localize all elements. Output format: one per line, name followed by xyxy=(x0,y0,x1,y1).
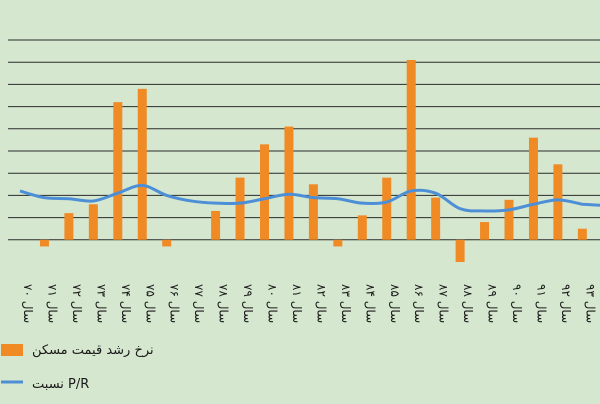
x-tick-label: سال ۸۸ xyxy=(461,284,475,323)
bar xyxy=(455,239,465,262)
x-tick-label: سال ۸۶ xyxy=(412,284,426,323)
x-tick-label: سال ۸۰ xyxy=(266,284,280,323)
legend: نرخ رشد قیمت مسکن نسبت P/R xyxy=(1,343,154,392)
legend-swatch-bars xyxy=(1,344,23,356)
x-tick-label: سال ۷۰ xyxy=(21,284,35,323)
line-series xyxy=(19,183,600,213)
bar xyxy=(137,88,147,240)
bar xyxy=(308,184,318,240)
bar xyxy=(553,164,563,240)
x-tick-label: سال ۷۲ xyxy=(70,284,84,323)
bar-series xyxy=(39,59,587,262)
x-tick-label: سال ۸۲ xyxy=(314,284,328,323)
bar xyxy=(162,239,172,247)
x-tick-label: سال ۷۷ xyxy=(192,284,206,323)
x-tick-label: سال ۷۱ xyxy=(45,284,59,323)
bar xyxy=(235,177,245,240)
bar xyxy=(113,102,123,240)
legend-label-line: نسبت P/R xyxy=(32,377,89,392)
series-line xyxy=(19,183,600,213)
bar xyxy=(260,144,269,240)
x-tick-label: سال ۸۷ xyxy=(437,284,451,323)
x-tick-labels: سال ۷۰ سال ۷۱ سال ۷۲ سال ۷۳ سال ۷۴ سال ۷۵ سال … xyxy=(21,284,597,323)
bar xyxy=(211,210,221,240)
x-tick-label: سال ۷۸ xyxy=(217,284,231,323)
x-tick-label: سال ۷۹ xyxy=(241,284,255,323)
x-tick-label: سال ۸۳ xyxy=(339,284,353,323)
bar xyxy=(406,59,416,240)
x-tick-label: سال ۷۳ xyxy=(94,284,108,323)
x-tick-label: سال ۸۹ xyxy=(486,284,500,323)
gridlines xyxy=(8,39,600,241)
x-tick-label: سال ۹۲ xyxy=(559,284,573,323)
x-tick-label: سال ۹۱ xyxy=(534,284,548,323)
bar xyxy=(284,126,294,240)
x-tick-label: سال ۷۵ xyxy=(143,284,157,323)
bar xyxy=(88,204,98,240)
bar xyxy=(577,228,587,240)
bar xyxy=(357,215,367,240)
bar xyxy=(333,239,343,247)
bar xyxy=(382,177,392,240)
bar xyxy=(431,197,441,240)
bar xyxy=(528,137,538,240)
x-tick-label: سال ۸۵ xyxy=(388,284,402,323)
x-tick-label: سال ۸۴ xyxy=(363,284,377,323)
bar xyxy=(504,199,514,240)
bar xyxy=(480,222,490,240)
x-tick-label: سال ۷۶ xyxy=(168,284,182,323)
bar xyxy=(64,213,74,240)
bar xyxy=(39,239,49,247)
legend-label-bars: نرخ رشد قیمت مسکن xyxy=(32,343,154,358)
x-tick-label: سال ۹۳ xyxy=(583,284,597,323)
x-tick-label: سال ۸۱ xyxy=(290,284,304,323)
x-tick-label: سال ۷۴ xyxy=(119,284,133,323)
x-tick-label: سال ۹۰ xyxy=(510,284,524,323)
